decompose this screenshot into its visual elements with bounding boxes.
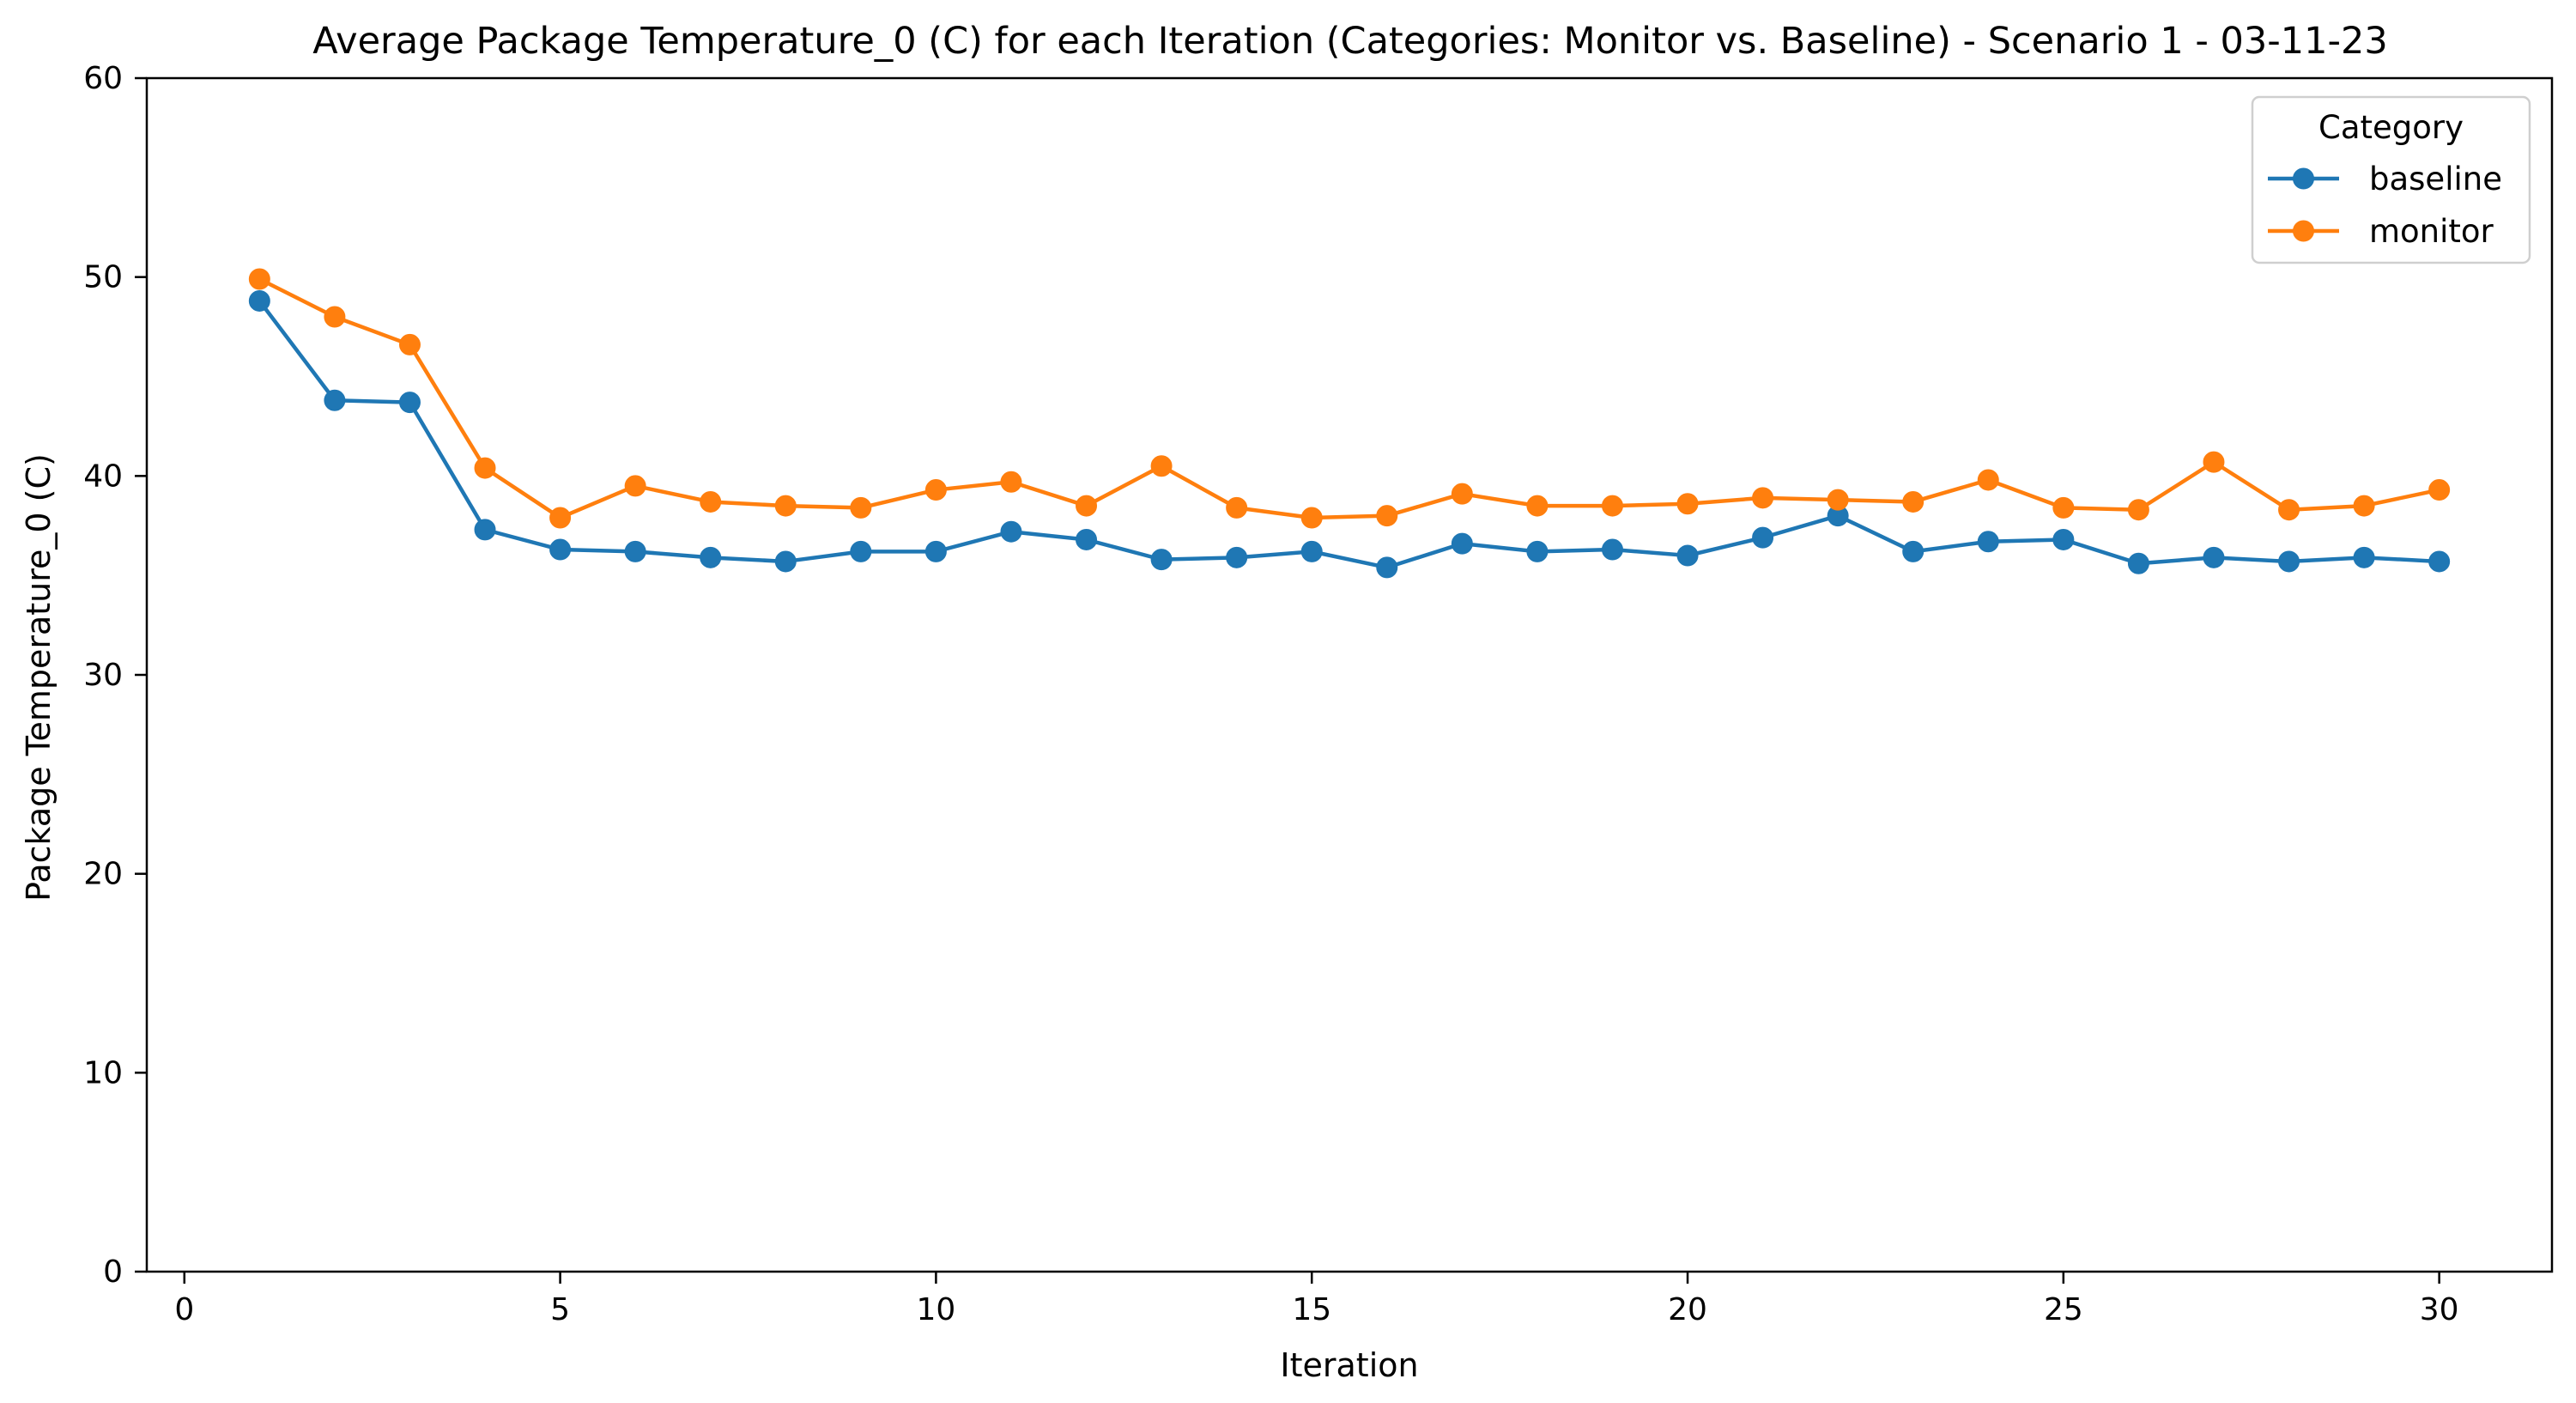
baseline-point (2428, 550, 2451, 573)
baseline-point (774, 550, 797, 573)
y-tick-label: 20 (83, 857, 123, 892)
monitor-point (2127, 499, 2149, 521)
baseline-point (1526, 540, 1549, 562)
x-tick-label: 15 (1292, 1292, 1331, 1327)
y-tick-label: 40 (83, 459, 123, 494)
baseline-point (248, 289, 270, 312)
legend-monitor-label: monitor (2369, 213, 2494, 250)
baseline-point (624, 540, 646, 562)
monitor-point (2052, 496, 2075, 519)
y-tick-label: 60 (83, 61, 123, 96)
baseline-point (2203, 546, 2225, 568)
baseline-point (1226, 546, 1248, 568)
monitor-point (1752, 487, 1774, 509)
baseline-point (1076, 528, 1098, 550)
monitor-point (1902, 490, 1924, 513)
monitor-point (398, 333, 421, 355)
legend-title: Category (2318, 109, 2464, 146)
baseline-line (258, 299, 2441, 570)
legend-baseline-marker (2293, 167, 2314, 190)
y-tick-label: 50 (83, 260, 123, 295)
legend: Category baseline monitor (2251, 95, 2531, 264)
legend-monitor-marker (2293, 220, 2314, 242)
monitor-point (324, 306, 346, 328)
baseline-point (2353, 546, 2375, 568)
monitor-point (1226, 496, 1248, 519)
monitor-point (1300, 507, 1323, 529)
series-group (248, 268, 2451, 579)
axis-ticks: 0 5 10 15 20 25 30 0 10 20 30 40 50 60 (83, 61, 2458, 1327)
monitor-point (2428, 479, 2451, 501)
baseline-point (2278, 550, 2300, 573)
baseline-point (2052, 528, 2075, 550)
monitor-point (1676, 493, 1699, 515)
baseline-point (549, 538, 572, 561)
monitor-point (1526, 495, 1549, 517)
monitor-point (1150, 455, 1173, 477)
legend-box (2251, 95, 2531, 264)
monitor-point (1451, 483, 1473, 505)
legend-baseline-label: baseline (2369, 161, 2502, 197)
monitor-point (1977, 469, 1999, 491)
baseline-point (700, 546, 722, 568)
baseline-point (1150, 549, 1173, 571)
baseline-point (324, 389, 346, 411)
x-tick-label: 5 (550, 1292, 570, 1327)
monitor-point (774, 495, 797, 517)
x-axis-label: Iteration (1280, 1346, 1418, 1384)
baseline-point (924, 540, 947, 562)
chart-title: Average Package Temperature_0 (C) for ea… (312, 20, 2387, 63)
baseline-point (850, 540, 872, 562)
monitor-point (1827, 489, 1849, 511)
monitor-point (700, 490, 722, 513)
monitor-point (549, 507, 572, 529)
baseline-point (2127, 552, 2149, 574)
baseline-point (1300, 540, 1323, 562)
monitor-point (1000, 471, 1022, 493)
monitor-point (2278, 499, 2300, 521)
y-tick-label: 30 (83, 658, 123, 693)
baseline-series (248, 289, 2451, 579)
baseline-point (1451, 532, 1473, 555)
x-tick-label: 30 (2420, 1292, 2459, 1327)
monitor-series (248, 268, 2451, 529)
baseline-point (1000, 520, 1022, 543)
monitor-point (1601, 495, 1623, 517)
baseline-point (1977, 531, 1999, 553)
monitor-point (474, 457, 496, 479)
baseline-point (1902, 540, 1924, 562)
monitor-point (924, 479, 947, 501)
monitor-point (850, 496, 872, 519)
y-tick-label: 0 (103, 1254, 123, 1290)
x-tick-label: 10 (917, 1292, 956, 1327)
monitor-point (248, 268, 270, 290)
baseline-point (1601, 538, 1623, 561)
y-tick-label: 10 (83, 1055, 123, 1090)
x-tick-label: 25 (2044, 1292, 2083, 1327)
x-tick-label: 20 (1668, 1292, 1707, 1327)
monitor-line (258, 276, 2441, 520)
baseline-point (1376, 556, 1398, 579)
monitor-point (2203, 451, 2225, 473)
y-axis-label: Package Temperature_0 (C) (20, 453, 58, 902)
monitor-point (1376, 505, 1398, 527)
monitor-point (624, 475, 646, 497)
baseline-point (398, 392, 421, 414)
monitor-point (1076, 495, 1098, 517)
baseline-point (1676, 544, 1699, 567)
x-tick-label: 0 (174, 1292, 194, 1327)
monitor-point (2353, 495, 2375, 517)
baseline-point (1752, 526, 1774, 549)
baseline-point (474, 519, 496, 541)
